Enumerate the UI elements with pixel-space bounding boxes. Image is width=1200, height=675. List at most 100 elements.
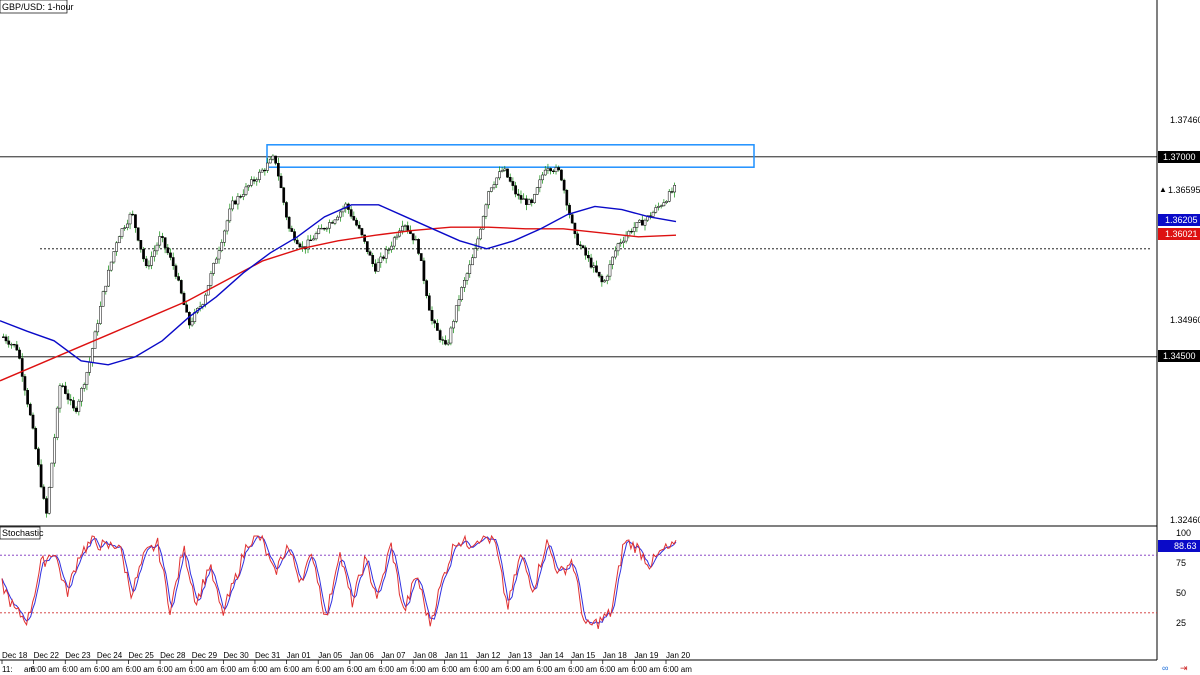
- candle-body: [444, 340, 447, 345]
- candle-body: [260, 169, 264, 173]
- time-axis-time-label: 6:00 am: [473, 665, 502, 674]
- candle-body: [565, 189, 569, 206]
- time-axis-date-label: Jan 12: [476, 651, 501, 660]
- candle-body: [592, 265, 596, 268]
- candle-body: [266, 162, 269, 171]
- candle-body: [279, 175, 283, 189]
- candle-body: [163, 237, 167, 248]
- candle-body: [39, 464, 43, 488]
- candle-body: [457, 299, 461, 307]
- candle-body: [4, 336, 8, 342]
- candle-body: [152, 250, 156, 257]
- stochastic-tick-label: 100: [1176, 528, 1191, 538]
- time-axis-date-label: Jan 11: [445, 651, 469, 660]
- candle-body: [584, 247, 588, 256]
- candle-body: [387, 249, 391, 251]
- candle-body: [66, 393, 70, 400]
- candle-body: [37, 448, 40, 465]
- candle-body: [414, 239, 418, 241]
- candle-body: [603, 280, 606, 283]
- candle-body: [131, 213, 135, 216]
- candle-body: [471, 257, 474, 266]
- stochastic-title: Stochastic: [2, 528, 44, 538]
- candle-body: [419, 253, 423, 261]
- time-axis-time-label: 6:00 am: [600, 665, 629, 674]
- stochastic-value-text: 88.63: [1174, 541, 1197, 551]
- candle-body: [622, 240, 625, 243]
- candle-body: [659, 205, 663, 207]
- candle-body: [174, 265, 178, 277]
- candle-body: [533, 194, 536, 203]
- candle-body: [379, 256, 383, 263]
- candle-body: [31, 414, 35, 429]
- candle-body: [425, 280, 428, 297]
- candle-body: [169, 252, 172, 258]
- candle-body: [338, 211, 342, 218]
- candle-body: [241, 194, 245, 197]
- candle-body: [525, 198, 528, 205]
- chart-title: GBP/USD: 1-hour: [2, 2, 74, 12]
- stochastic-value-badge: [1158, 540, 1200, 552]
- candle-body: [500, 170, 504, 172]
- candle-body: [557, 167, 561, 171]
- candle-body: [325, 227, 329, 230]
- time-axis-time-label: 6:00 am: [442, 665, 471, 674]
- time-axis-time-label: 6:00 am: [189, 665, 218, 674]
- sync-icon[interactable]: ∞: [1162, 663, 1168, 673]
- candle-body: [352, 216, 356, 221]
- price-tick-label: 1.34960: [1170, 315, 1200, 325]
- candle-body: [18, 349, 21, 359]
- candle-body: [495, 177, 499, 185]
- candle-body: [26, 390, 29, 405]
- candle-body: [50, 462, 54, 488]
- stochastic-tick-label: 75: [1176, 558, 1186, 568]
- candle-body: [104, 285, 108, 292]
- candle-body: [214, 258, 218, 264]
- candle-body: [42, 486, 46, 499]
- candle-body: [239, 196, 242, 198]
- candle-body: [139, 240, 143, 250]
- time-axis-date-label: Jan 14: [540, 651, 565, 660]
- candle-body: [484, 204, 488, 217]
- candle-body: [365, 241, 369, 252]
- candle-body: [179, 280, 183, 294]
- candle-body: [403, 225, 407, 227]
- candle-body: [255, 179, 259, 182]
- candle-body: [422, 260, 426, 281]
- candle-body: [349, 209, 353, 217]
- level-badge-1-34500: [1158, 350, 1200, 362]
- candle-body: [578, 244, 582, 246]
- candle-body: [576, 233, 579, 246]
- candle-body: [468, 264, 472, 274]
- candle-body: [506, 168, 509, 178]
- candle-body: [611, 256, 614, 265]
- candle-body: [417, 239, 420, 254]
- time-axis-time-label: 6:00 am: [157, 665, 186, 674]
- scroll-end-icon[interactable]: ⇥: [1180, 663, 1188, 673]
- current-price-arrow-icon: ▲: [1159, 185, 1167, 194]
- chart-title-box: [0, 0, 68, 14]
- time-axis-date-label: Jan 15: [571, 651, 596, 660]
- candle-body: [96, 323, 100, 333]
- candle-body: [463, 279, 466, 288]
- time-axis-time-label: 6:00 am: [347, 665, 376, 674]
- candle-body: [441, 339, 445, 341]
- candle-body: [290, 228, 294, 232]
- candle-body: [489, 187, 493, 192]
- time-axis-date-label: Dec 28: [160, 651, 186, 660]
- candle-body: [112, 251, 116, 263]
- candle-body: [34, 428, 38, 450]
- candle-body: [45, 498, 48, 514]
- candle-body: [250, 179, 253, 186]
- candle-body: [589, 257, 593, 268]
- candle-body: [554, 167, 558, 172]
- candle-body: [449, 327, 453, 344]
- candle-body: [225, 220, 229, 232]
- candle-body: [376, 262, 380, 272]
- candle-body: [630, 231, 633, 233]
- candle-body: [498, 171, 501, 179]
- candle-body: [134, 214, 137, 229]
- candle-body: [632, 227, 636, 232]
- current-price-label: 1.36595: [1168, 185, 1200, 195]
- candle-body: [77, 400, 81, 412]
